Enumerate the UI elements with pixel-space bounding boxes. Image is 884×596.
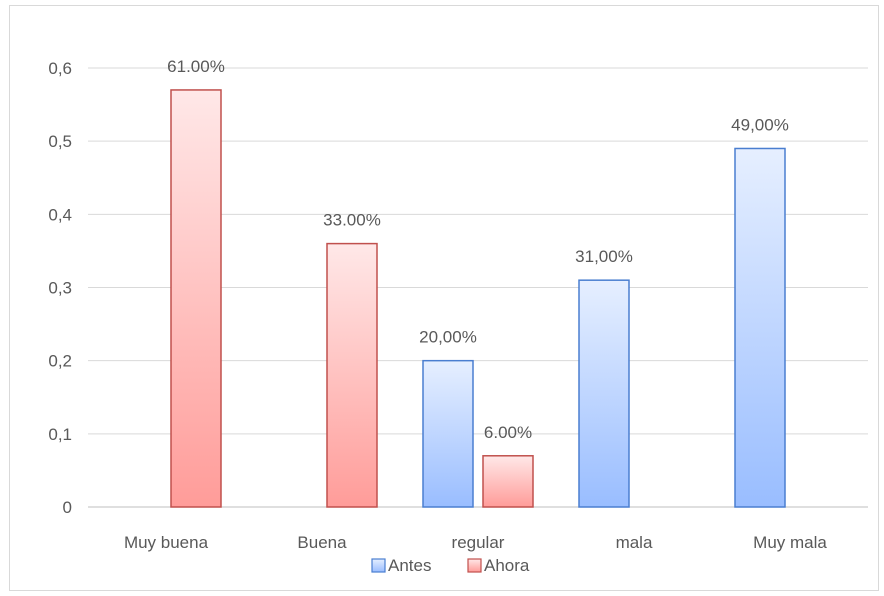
y-tick-label: 0,3 — [48, 279, 72, 298]
y-tick-label: 0,5 — [48, 132, 72, 151]
y-tick-label: 0 — [63, 498, 72, 517]
data-label: 6.00% — [484, 423, 532, 442]
bar-ahora-1 — [326, 242, 378, 508]
bar-ahora-0 — [170, 89, 222, 508]
x-category-label: Muy mala — [753, 533, 827, 552]
data-labels: 61.00% 33.00% 20,00% 6.00% 31,00% 49,00% — [167, 57, 789, 442]
data-label: 31,00% — [575, 247, 633, 266]
legend-swatch-antes — [371, 558, 386, 573]
bars — [170, 89, 786, 508]
bar-ahora-2 — [482, 455, 534, 508]
data-label: 20,00% — [419, 328, 477, 347]
x-category-label: Buena — [297, 533, 347, 552]
bar-antes-4 — [734, 147, 786, 508]
y-tick-label: 0,6 — [48, 59, 72, 78]
legend-label-antes: Antes — [388, 556, 431, 575]
x-category-label: mala — [616, 533, 653, 552]
y-tick-label: 0,2 — [48, 352, 72, 371]
x-category-label: Muy buena — [124, 533, 209, 552]
legend-label-ahora: Ahora — [484, 556, 530, 575]
bar-antes-3 — [578, 279, 630, 508]
y-tick-label: 0,4 — [48, 205, 72, 224]
data-label: 33.00% — [323, 211, 381, 230]
legend-swatch-ahora — [467, 558, 482, 573]
bar-antes-2 — [422, 359, 474, 508]
y-axis-ticks: 0 0,1 0,2 0,3 0,4 0,5 0,6 — [48, 59, 72, 517]
data-label: 61.00% — [167, 57, 225, 76]
data-label: 49,00% — [731, 115, 789, 134]
x-category-label: regular — [452, 533, 505, 552]
legend: Antes Ahora — [371, 556, 530, 575]
y-tick-label: 0,1 — [48, 425, 72, 444]
x-axis-categories: Muy buena Buena regular mala Muy mala — [124, 533, 827, 552]
